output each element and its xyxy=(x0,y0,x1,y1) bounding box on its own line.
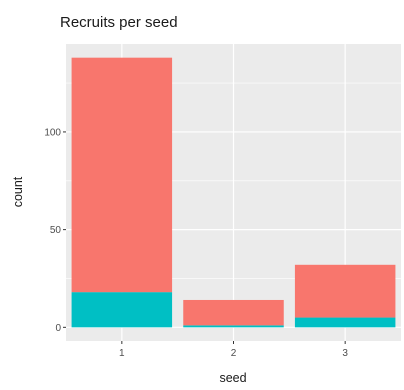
y-tick-label: 100 xyxy=(44,127,61,138)
bar-segment xyxy=(71,292,173,328)
bar-segment xyxy=(294,264,396,318)
bar-segment xyxy=(294,317,396,328)
y-axis-title: count xyxy=(11,176,25,207)
x-tick-label: 2 xyxy=(231,348,237,359)
y-tick-label: 0 xyxy=(55,323,61,334)
x-tick-label: 1 xyxy=(119,348,125,359)
bars xyxy=(71,57,396,328)
bar-segment xyxy=(71,57,173,293)
y-tick-label: 50 xyxy=(50,225,62,236)
axis-ticks: 0 50 100 1 2 3 xyxy=(44,127,348,359)
x-axis-title: seed xyxy=(219,371,246,385)
chart-title: Recruits per seed xyxy=(60,14,178,31)
x-tick-label: 3 xyxy=(342,348,348,359)
bar-segment xyxy=(183,299,284,326)
bar-segment xyxy=(183,325,284,328)
